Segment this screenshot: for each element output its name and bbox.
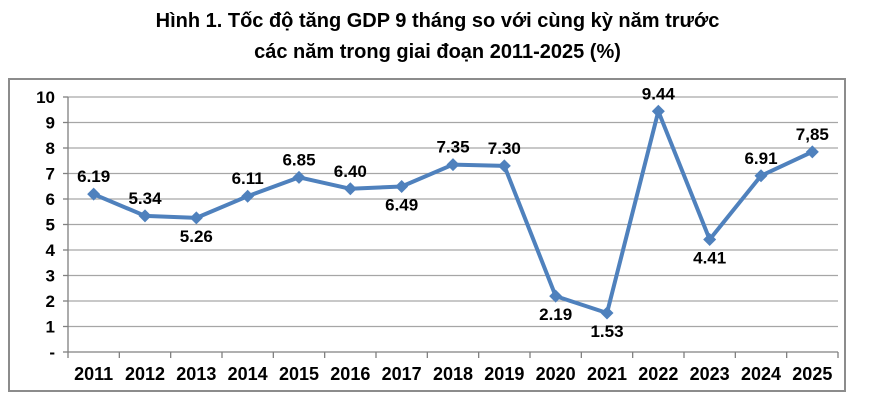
data-point-marker <box>395 180 409 194</box>
data-label: 6.49 <box>385 196 418 215</box>
data-point-marker <box>292 170 306 184</box>
x-axis-label: 2012 <box>125 364 165 384</box>
y-axis-label: 6 <box>46 190 55 209</box>
x-axis-label: 2018 <box>433 364 473 384</box>
y-axis-label: 2 <box>46 292 55 311</box>
data-label: 7.30 <box>488 139 521 158</box>
y-axis-label: 7 <box>46 165 55 184</box>
x-axis-label: 2016 <box>330 364 370 384</box>
x-axis-label: 2020 <box>536 364 576 384</box>
y-axis-label: 5 <box>46 216 55 235</box>
chart-title-line2: các năm trong giai đoạn 2011-2025 (%) <box>254 41 621 63</box>
x-axis-label: 2024 <box>741 364 781 384</box>
data-point-marker <box>87 187 101 201</box>
x-axis-label: 2025 <box>792 364 832 384</box>
data-point-marker <box>497 159 511 173</box>
x-axis-label: 2011 <box>74 364 113 384</box>
data-point-marker <box>343 182 357 196</box>
data-point-marker <box>600 306 614 320</box>
data-point-marker <box>651 104 665 118</box>
data-label: 6.85 <box>282 150 315 169</box>
data-label: 6.19 <box>77 167 110 186</box>
data-label: 7.35 <box>436 138 469 157</box>
y-axis-label: 1 <box>46 318 55 337</box>
data-label: 5.26 <box>180 227 213 246</box>
x-axis-label: 2023 <box>690 364 730 384</box>
y-axis-label: 10 <box>36 88 55 107</box>
data-point-marker <box>189 211 203 225</box>
y-axis-label: 9 <box>46 114 55 133</box>
data-label: 5.34 <box>128 189 162 208</box>
y-axis-label: 3 <box>46 267 55 286</box>
x-axis-label: 2014 <box>228 364 268 384</box>
y-axis-label: - <box>49 343 55 362</box>
gdp-line-chart: - 1 2 3 4 5 6 7 8 9 10 2011 2012 2013 2014 2015 2016 2017… <box>36 84 839 384</box>
data-point-marker <box>241 189 255 203</box>
data-label: 6.40 <box>334 162 367 181</box>
x-axis-label: 2017 <box>382 364 422 384</box>
y-axis-label: 8 <box>46 139 55 158</box>
chart-title: Hình 1. Tốc độ tăng GDP 9 tháng so với c… <box>0 6 875 68</box>
chart-area: - 1 2 3 4 5 6 7 8 9 10 2011 2012 2013 2014 2015 2016 2017… <box>8 78 846 392</box>
x-axis-label: 2022 <box>638 364 678 384</box>
data-label: 9.44 <box>642 84 676 103</box>
data-label: 2.19 <box>539 305 572 324</box>
y-axis-label: 4 <box>46 241 56 260</box>
data-point-marker <box>754 169 768 183</box>
x-axis-label: 2013 <box>176 364 216 384</box>
data-point-marker <box>138 209 152 223</box>
data-label: 6.91 <box>744 149 777 168</box>
data-label: 7,85 <box>796 125 829 144</box>
data-point-marker <box>549 289 563 303</box>
data-point-marker <box>446 158 460 172</box>
x-axis-label: 2021 <box>587 364 627 384</box>
chart-title-line1: Hình 1. Tốc độ tăng GDP 9 tháng so với c… <box>155 10 720 32</box>
x-axis-label: 2015 <box>279 364 319 384</box>
data-point-marker <box>703 233 717 247</box>
data-label: 6.11 <box>232 169 264 188</box>
data-label: 1.53 <box>590 322 623 341</box>
data-point-marker <box>805 145 819 159</box>
data-label: 4.41 <box>693 249 726 268</box>
x-axis-label: 2019 <box>484 364 524 384</box>
